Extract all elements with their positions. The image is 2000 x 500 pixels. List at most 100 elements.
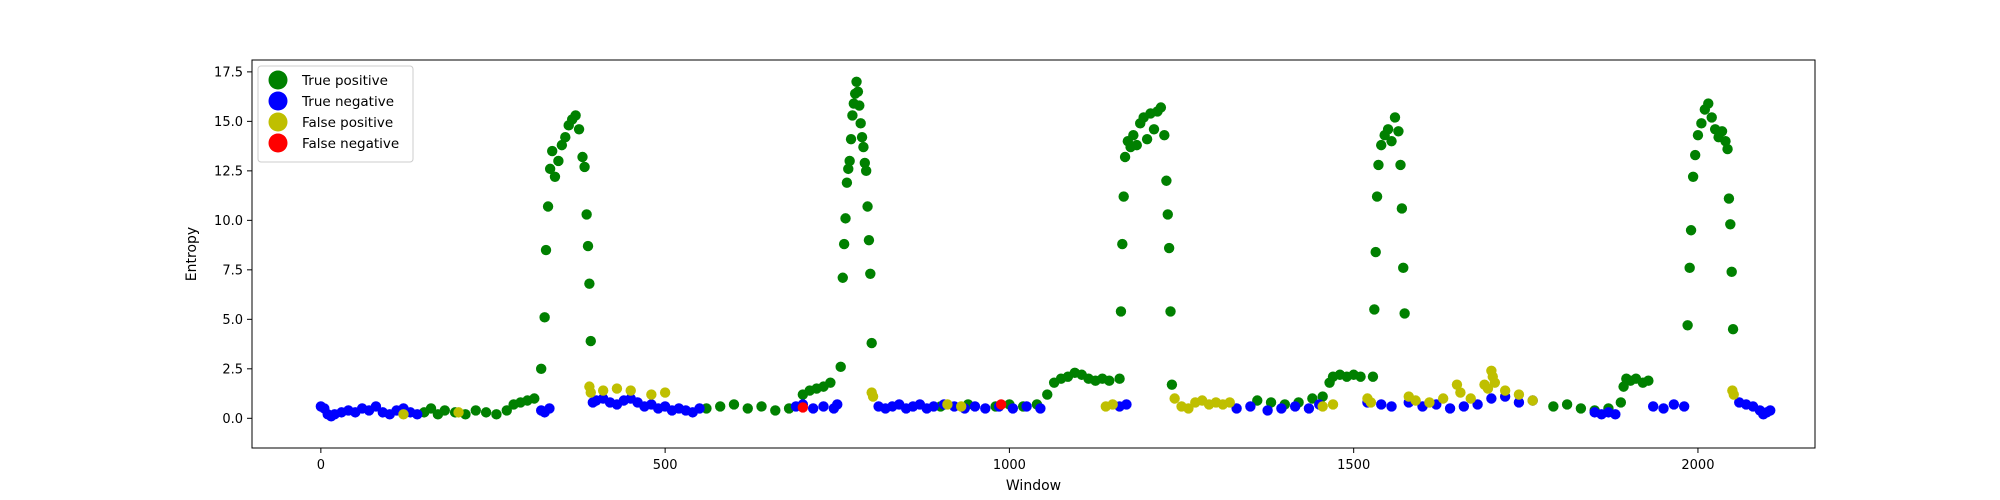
data-point bbox=[867, 391, 879, 402]
data-point bbox=[501, 405, 512, 416]
data-point bbox=[1486, 393, 1497, 404]
data-point bbox=[866, 337, 877, 349]
data-point bbox=[470, 405, 481, 416]
data-point bbox=[547, 145, 558, 157]
y-tick-label: 10.0 bbox=[214, 214, 243, 229]
data-point bbox=[1231, 403, 1242, 414]
data-point bbox=[585, 335, 596, 347]
data-point bbox=[1376, 139, 1387, 151]
data-point bbox=[1437, 393, 1449, 404]
data-point bbox=[838, 238, 850, 250]
data-point bbox=[1119, 151, 1131, 163]
data-point bbox=[579, 161, 590, 173]
data-point bbox=[549, 171, 561, 182]
data-point bbox=[840, 213, 851, 224]
data-point bbox=[1369, 304, 1380, 315]
data-point bbox=[756, 401, 767, 412]
y-tick-label: 17.5 bbox=[214, 65, 243, 80]
data-point bbox=[1424, 397, 1435, 408]
data-point bbox=[1289, 401, 1301, 412]
data-point bbox=[865, 268, 876, 279]
x-tick-label: 0 bbox=[317, 458, 325, 473]
data-point bbox=[1765, 405, 1776, 416]
data-point bbox=[1643, 375, 1654, 386]
data-point bbox=[995, 399, 1007, 410]
data-point bbox=[1399, 308, 1410, 319]
x-tick-label: 2000 bbox=[1681, 458, 1714, 473]
y-axis-label: Entropy bbox=[184, 227, 200, 281]
data-point bbox=[1513, 389, 1525, 400]
data-point bbox=[1548, 401, 1559, 412]
data-point bbox=[560, 132, 571, 143]
data-point bbox=[1165, 306, 1176, 317]
data-point bbox=[1499, 385, 1511, 396]
data-point bbox=[1161, 175, 1172, 186]
data-point bbox=[539, 312, 550, 323]
data-point bbox=[854, 100, 865, 111]
data-point bbox=[544, 403, 555, 414]
data-point bbox=[398, 409, 409, 420]
data-point bbox=[1224, 397, 1235, 408]
data-point bbox=[1382, 124, 1394, 135]
data-point bbox=[1647, 401, 1659, 412]
data-point bbox=[1723, 193, 1735, 204]
data-point bbox=[845, 133, 857, 145]
data-point bbox=[956, 401, 967, 412]
axes: 0 500 1000 1500 2000 0.0 2.5 5.0 7.5 10.0 12.5 15.0… bbox=[214, 59, 1816, 473]
data-point bbox=[625, 385, 636, 396]
data-point bbox=[439, 405, 450, 416]
data-point bbox=[858, 141, 869, 153]
data-point bbox=[1393, 126, 1404, 137]
data-point bbox=[542, 201, 554, 212]
data-point bbox=[1489, 377, 1501, 388]
data-point bbox=[540, 244, 552, 256]
data-point bbox=[863, 234, 875, 246]
data-point bbox=[1658, 403, 1669, 414]
data-point bbox=[585, 387, 596, 398]
data-point bbox=[1389, 112, 1401, 123]
y-tick-label: 2.5 bbox=[222, 362, 243, 377]
legend-label: False positive bbox=[302, 115, 393, 131]
data-point bbox=[841, 177, 853, 188]
data-point bbox=[1472, 399, 1483, 410]
data-point bbox=[1465, 393, 1476, 404]
data-point bbox=[1386, 401, 1397, 412]
data-point bbox=[851, 76, 862, 87]
data-point bbox=[480, 407, 492, 418]
data-point bbox=[1610, 409, 1621, 420]
data-point bbox=[1166, 379, 1178, 390]
data-point bbox=[1183, 403, 1194, 414]
data-point bbox=[942, 399, 953, 410]
data-point bbox=[847, 110, 858, 121]
data-point bbox=[1276, 403, 1287, 414]
data-point bbox=[1692, 130, 1704, 141]
data-point bbox=[1376, 399, 1387, 410]
legend-frame bbox=[257, 65, 414, 163]
data-point bbox=[1107, 399, 1118, 410]
legend-label: True positive bbox=[301, 73, 388, 89]
y-tick-label: 5.0 bbox=[222, 313, 243, 328]
data-point bbox=[807, 403, 819, 414]
data-point bbox=[544, 163, 556, 175]
data-point bbox=[1615, 397, 1627, 408]
data-point bbox=[852, 86, 864, 97]
data-point bbox=[597, 385, 609, 396]
legend: True positive True negative False positive… bbox=[257, 65, 414, 163]
legend-marker bbox=[268, 112, 288, 132]
data-point bbox=[412, 409, 423, 420]
data-point bbox=[573, 124, 585, 135]
legend-marker bbox=[268, 133, 288, 153]
data-point bbox=[1370, 246, 1381, 258]
data-point bbox=[553, 155, 564, 167]
x-tick-label: 1000 bbox=[993, 458, 1026, 473]
data-point bbox=[1725, 219, 1736, 230]
legend-label: True negative bbox=[301, 94, 394, 110]
data-point bbox=[1668, 399, 1680, 410]
data-point bbox=[1398, 262, 1409, 274]
data-point bbox=[1303, 403, 1315, 414]
legend-marker bbox=[268, 91, 288, 111]
data-point bbox=[1365, 397, 1377, 408]
data-point bbox=[1117, 238, 1128, 250]
data-point bbox=[1727, 324, 1739, 335]
